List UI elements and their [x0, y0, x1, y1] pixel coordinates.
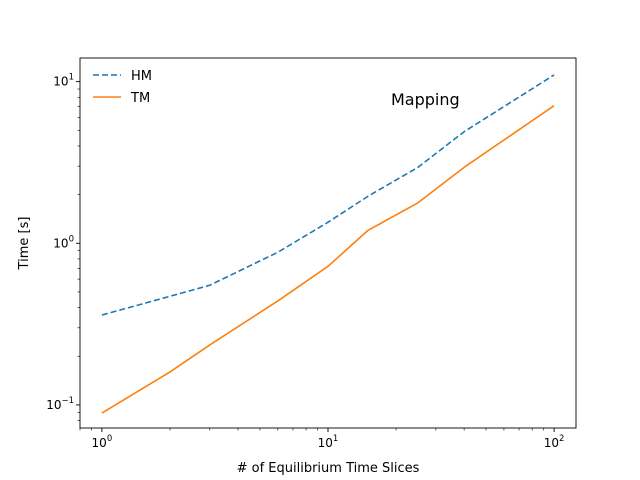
x-tick-label: 100	[92, 434, 113, 450]
y-tick-label: 101	[53, 73, 74, 89]
legend-label-tm: TM	[130, 91, 150, 106]
series-line-hm	[101, 74, 555, 316]
y-tick-label: 10−1	[46, 396, 74, 412]
x-axis: 100 101 102	[79, 428, 565, 450]
legend: HM TM	[93, 69, 152, 106]
y-axis-label: Time [s]	[17, 217, 32, 271]
legend-label-hm: HM	[131, 69, 152, 84]
y-axis: 10−1 100 101	[46, 73, 80, 421]
x-tick-label: 102	[544, 434, 565, 450]
mapping-annotation: Mapping	[391, 90, 460, 109]
x-axis-label: # of Equilibrium Time Slices	[237, 461, 420, 476]
x-tick-label: 101	[318, 434, 339, 450]
series-line-tm	[101, 105, 555, 414]
axes-frame	[79, 57, 577, 429]
y-tick-label: 100	[53, 234, 74, 250]
plot-area	[101, 74, 555, 414]
